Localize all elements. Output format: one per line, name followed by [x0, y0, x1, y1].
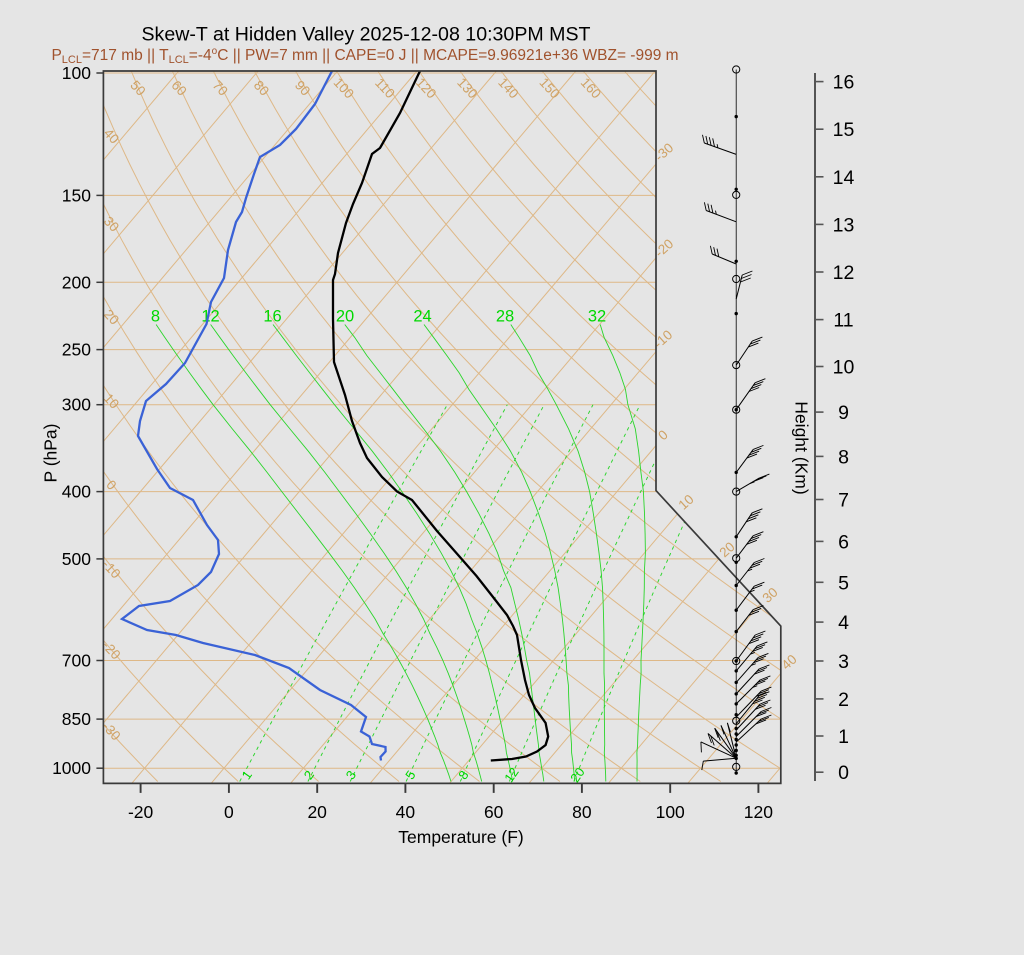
svg-text:20: 20 [716, 539, 737, 560]
svg-text:60: 60 [484, 802, 504, 822]
svg-text:12: 12 [833, 262, 855, 284]
svg-text:PLCL=717 mb || TLCL=-4oC || PW: PLCL=717 mb || TLCL=-4oC || PW=7 mm || C… [51, 46, 678, 66]
svg-text:400: 400 [62, 482, 91, 502]
svg-text:1: 1 [838, 726, 849, 748]
svg-text:200: 200 [62, 272, 91, 292]
svg-text:Skew-T at Hidden Valley 2025-1: Skew-T at Hidden Valley 2025-12-08 10:30… [141, 24, 590, 46]
svg-text:9: 9 [838, 402, 849, 424]
svg-text:-20: -20 [128, 802, 154, 822]
svg-text:850: 850 [62, 709, 91, 729]
svg-text:1000: 1000 [52, 758, 91, 778]
svg-text:0: 0 [838, 762, 849, 784]
svg-text:3: 3 [838, 651, 849, 673]
svg-text:4: 4 [838, 612, 849, 634]
svg-text:100: 100 [656, 802, 685, 822]
svg-text:8: 8 [838, 446, 849, 468]
svg-text:8: 8 [151, 308, 160, 326]
svg-text:90: 90 [292, 78, 313, 99]
svg-text:24: 24 [413, 308, 431, 326]
svg-text:700: 700 [62, 651, 91, 671]
svg-text:40: 40 [778, 652, 799, 673]
svg-text:15: 15 [833, 119, 855, 141]
svg-text:32: 32 [588, 308, 606, 326]
svg-text:28: 28 [496, 308, 514, 326]
svg-text:10: 10 [675, 492, 696, 513]
svg-text:40: 40 [101, 126, 122, 147]
svg-text:300: 300 [62, 395, 91, 415]
svg-text:40: 40 [396, 802, 416, 822]
svg-text:100: 100 [62, 63, 91, 83]
svg-text:16: 16 [263, 308, 281, 326]
svg-text:P (hPa): P (hPa) [41, 423, 61, 482]
svg-text:10: 10 [101, 391, 122, 412]
svg-text:11: 11 [833, 310, 853, 332]
svg-text:14: 14 [833, 167, 855, 189]
svg-text:80: 80 [572, 802, 592, 822]
svg-text:70: 70 [210, 78, 231, 99]
svg-text:250: 250 [62, 340, 91, 360]
svg-text:Height (Km): Height (Km) [791, 401, 811, 494]
svg-text:80: 80 [251, 78, 272, 99]
svg-text:0: 0 [224, 802, 234, 822]
svg-text:6: 6 [838, 531, 849, 553]
svg-text:5: 5 [838, 572, 849, 594]
svg-text:20: 20 [101, 307, 122, 328]
svg-text:60: 60 [168, 78, 189, 99]
svg-text:16: 16 [833, 72, 855, 94]
svg-text:30: 30 [101, 214, 122, 235]
svg-text:10: 10 [833, 357, 855, 379]
svg-text:13: 13 [833, 214, 855, 236]
svg-text:20: 20 [336, 308, 354, 326]
svg-text:500: 500 [62, 549, 91, 569]
svg-text:2: 2 [838, 689, 849, 711]
svg-text:50: 50 [127, 78, 148, 99]
svg-text:20: 20 [567, 765, 588, 785]
svg-text:12: 12 [501, 765, 522, 785]
svg-text:30: 30 [759, 585, 780, 606]
svg-text:Temperature (F): Temperature (F) [398, 827, 523, 847]
svg-text:7: 7 [838, 490, 849, 512]
svg-text:120: 120 [744, 802, 773, 822]
svg-text:20: 20 [307, 802, 327, 822]
svg-text:12: 12 [201, 308, 219, 326]
svg-text:150: 150 [62, 185, 91, 205]
